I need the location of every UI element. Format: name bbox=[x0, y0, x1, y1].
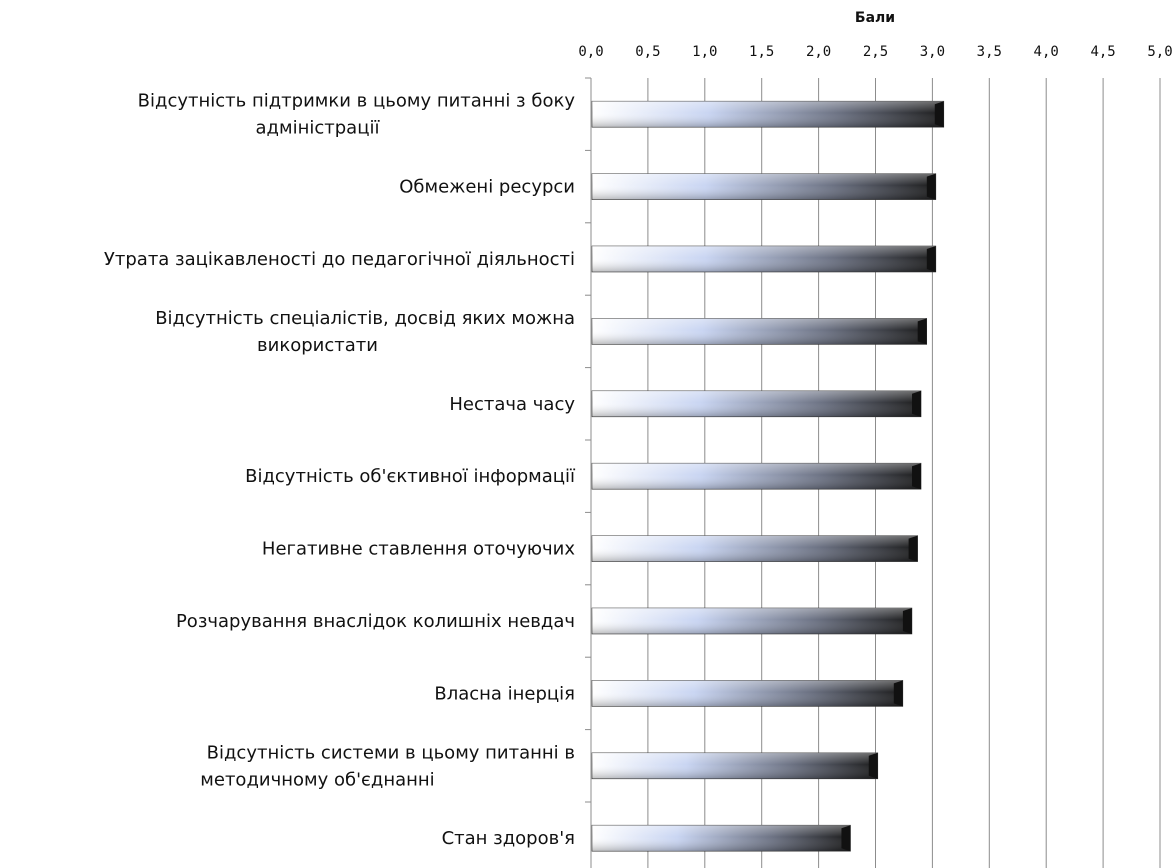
bar bbox=[591, 318, 928, 345]
x-tick-label: 0,0 bbox=[578, 44, 603, 60]
bars bbox=[591, 100, 945, 852]
x-tick-label: 1,0 bbox=[692, 44, 717, 60]
x-tick-label: 0,5 bbox=[635, 44, 660, 60]
category-label: Відсутність системи в цьому питанні в bbox=[207, 742, 575, 763]
x-axis-title: Бали bbox=[855, 10, 895, 26]
x-tick-label: 3,0 bbox=[920, 44, 945, 60]
bar bbox=[591, 752, 879, 780]
x-tick-label: 4,0 bbox=[1034, 44, 1059, 60]
x-tick-labels: 0,0 0,5 1,0 1,5 2,0 2,5 3,0 3,5 4,0 4,5 5,0 bbox=[578, 44, 1172, 60]
bar bbox=[591, 680, 904, 707]
category-label: адміністрації bbox=[256, 118, 381, 139]
x-tick-label: 1,5 bbox=[749, 44, 774, 60]
bar bbox=[591, 245, 937, 273]
category-label: Утрата зацікавленості до педагогічної ді… bbox=[104, 249, 575, 270]
category-labels: Відсутність підтримки в цьому питанні з … bbox=[104, 91, 576, 850]
x-tick-label: 2,5 bbox=[863, 44, 888, 60]
bar bbox=[591, 535, 918, 562]
category-label: використати bbox=[257, 335, 378, 356]
bar bbox=[591, 390, 922, 418]
bar bbox=[591, 173, 937, 200]
bar bbox=[591, 824, 851, 852]
bar bbox=[591, 100, 945, 128]
x-tick-label: 2,0 bbox=[806, 44, 831, 60]
x-tick-label: 4,5 bbox=[1090, 44, 1115, 60]
bar bbox=[591, 462, 922, 490]
category-label: Відсутність об'єктивної інформації bbox=[245, 466, 576, 487]
bar bbox=[591, 607, 913, 635]
category-label: Власна інерція bbox=[434, 683, 575, 704]
category-label: Стан здоров'я bbox=[442, 828, 575, 849]
x-tick-label: 3,5 bbox=[977, 44, 1002, 60]
category-label: методичному об'єднанні bbox=[200, 769, 434, 790]
category-axis bbox=[585, 77, 592, 868]
category-label: Негативне ставлення оточуючих bbox=[262, 539, 575, 560]
category-label: Обмежені ресурси bbox=[399, 177, 575, 198]
category-label: Відсутність спеціалістів, досвід яких мо… bbox=[155, 308, 575, 329]
category-label: Відсутність підтримки в цьому питанні з … bbox=[138, 91, 576, 112]
category-label: Розчарування внаслідок колишніх невдач bbox=[176, 611, 575, 632]
x-tick-label: 5,0 bbox=[1147, 44, 1172, 60]
category-label: Нестача часу bbox=[449, 394, 575, 415]
